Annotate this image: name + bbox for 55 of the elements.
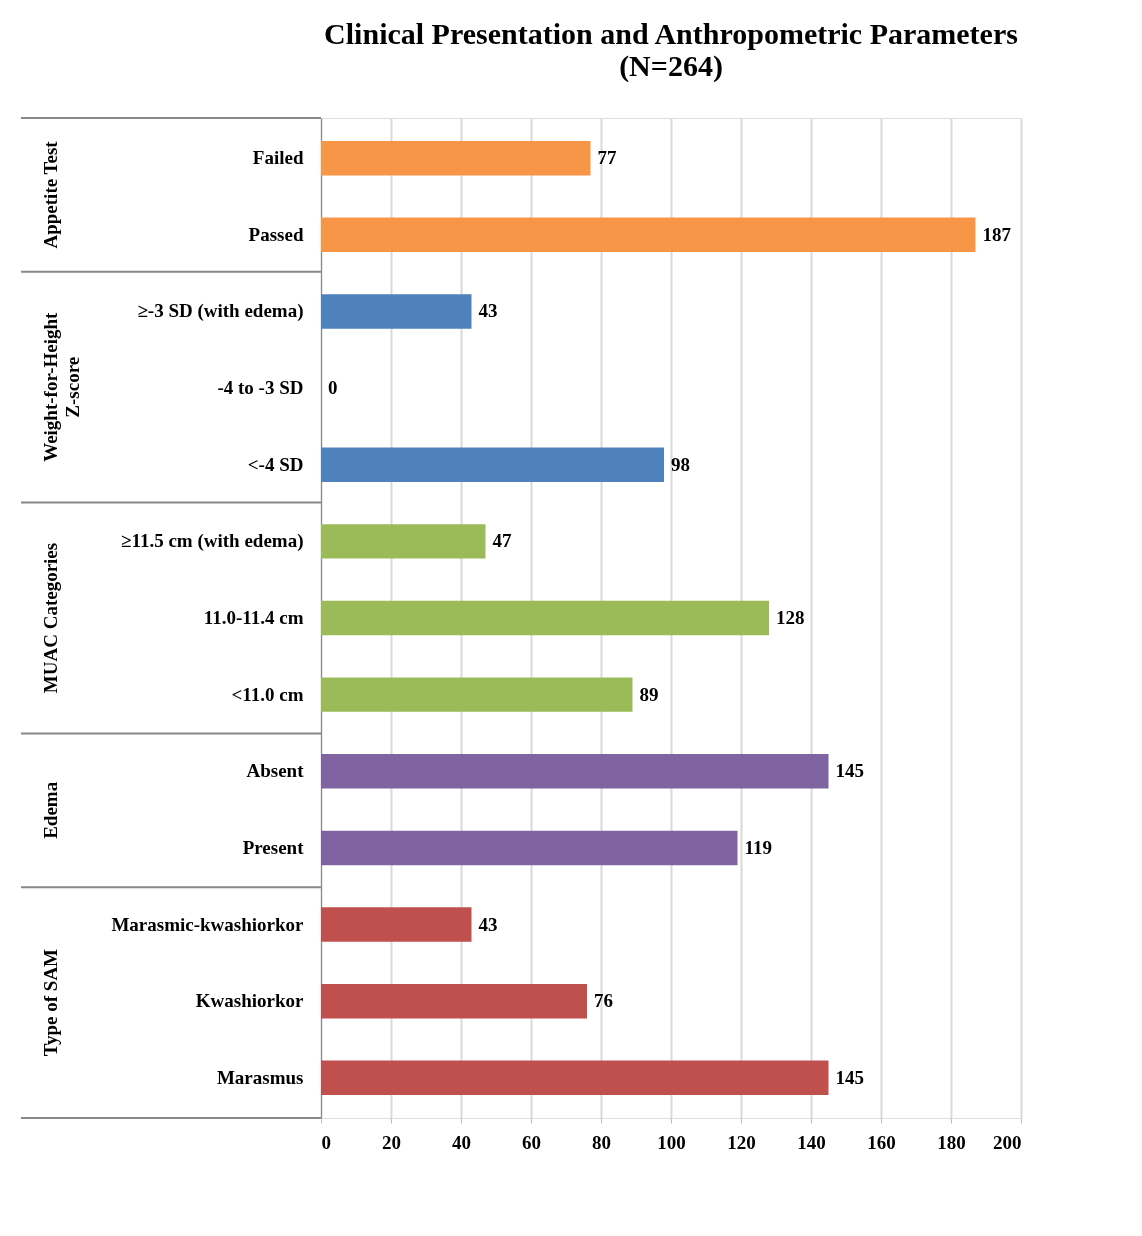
text: Weight-for-Height Z-score [40,311,83,462]
data-label: 145 [835,1066,864,1088]
y-tick-label: Absent [246,760,305,782]
x-tick-label: 40 [452,1131,471,1153]
y-tick-label: ≥-3 SD (with edema) [137,300,304,323]
data-label: 77 [597,147,617,169]
data-label: 0 [328,377,338,399]
data-label: 89 [639,683,659,705]
y-tick-label: <-4 SD [247,453,304,475]
data-label: 119 [744,836,772,858]
y-tick-label: -4 to -3 SD [217,377,304,399]
y-tick-label: Failed [252,147,304,169]
bar [321,140,591,176]
x-tick-label: 80 [592,1131,611,1153]
y-tick-label: ≥11.5 cm (with edema) [121,530,304,553]
x-tick-label: 180 [937,1131,966,1153]
data-label: 187 [982,223,1012,245]
bar [321,447,664,482]
data-label: 47 [492,530,512,552]
y-tick-label: Marasmic-kwashiorkor [111,913,305,935]
bar [321,524,486,559]
x-tick-label: 60 [522,1131,541,1153]
bar [321,754,829,789]
data-label: 76 [594,990,613,1012]
bar [321,907,472,942]
x-tick-label: 140 [797,1131,826,1153]
data-label: 128 [776,607,805,628]
bar [321,677,633,712]
text: MUAC Categories [40,542,61,694]
x-tick-label: 200 [993,1131,1022,1153]
data-label: 145 [835,760,864,782]
y-tick-label: 11.0-11.4 cm [203,607,304,628]
bar [321,294,472,329]
x-tick-label: 120 [727,1131,756,1153]
y-tick-label: Kwashiorkor [195,990,305,1012]
y-tick-label: Passed [248,223,304,245]
data-label: 43 [478,913,498,935]
y-tick-label: <11.0 cm [231,683,304,705]
x-tick-label: 100 [657,1131,686,1153]
bar [321,217,976,253]
x-tick-label: 20 [382,1131,401,1153]
text: Edema [40,781,61,839]
bar [321,1060,829,1096]
text: Type of SAM [40,948,61,1057]
text: Appetite Test [40,140,61,249]
y-tick-label: Marasmus [216,1066,304,1088]
chart-title: Clinical Presentation and Anthropometric Parameters (N=264) [324,17,1018,83]
data-label: 43 [478,300,498,322]
x-tick-label: 0 [321,1131,331,1153]
y-tick-label: Present [242,836,305,858]
bar [321,983,587,1019]
x-tick-label: 160 [867,1131,896,1153]
bar [321,830,738,866]
bar [321,600,769,636]
data-label: 98 [671,453,690,475]
